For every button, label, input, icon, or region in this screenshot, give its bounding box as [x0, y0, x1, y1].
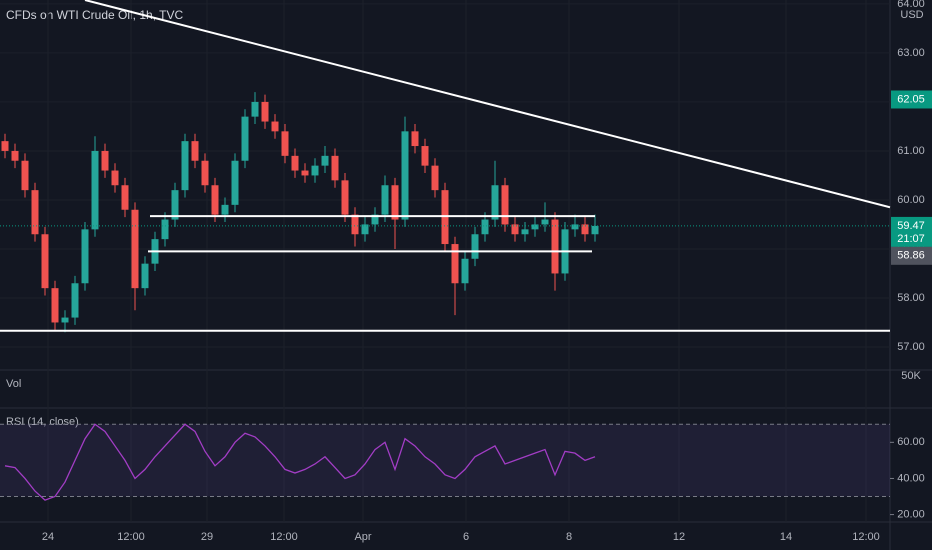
candle-body: [41, 234, 49, 289]
candle-body: [521, 229, 529, 235]
candle-body: [491, 185, 499, 220]
candle-body: [1, 141, 9, 151]
y-tick-label: 60.00: [897, 194, 925, 206]
price-tag-label: 59.47: [897, 220, 925, 232]
rsi-tick-label: 40.00: [897, 472, 925, 484]
candle-body: [331, 155, 339, 181]
candle-body: [321, 155, 329, 166]
candle-body: [231, 160, 239, 205]
candle-body: [161, 219, 169, 240]
candle-body: [281, 131, 289, 156]
x-tick-label: 24: [42, 531, 54, 543]
candle-body: [571, 224, 579, 230]
candle-body: [451, 244, 459, 284]
candle-body: [401, 131, 409, 220]
rsi-label: RSI (14, close): [6, 416, 79, 428]
y-tick-label: 63.00: [897, 47, 925, 59]
x-tick-label: 12: [673, 531, 685, 543]
candle-body: [221, 204, 229, 215]
candle-body: [121, 185, 129, 210]
candle-body: [201, 160, 209, 186]
candle-body: [11, 150, 19, 161]
candle-body: [371, 214, 379, 225]
candle-body: [351, 214, 359, 235]
candle-body: [191, 141, 199, 161]
x-tick-label: Apr: [354, 531, 371, 543]
price-tag: [891, 90, 932, 109]
candle-body: [411, 131, 419, 147]
candle-body: [591, 225, 599, 235]
candle-body: [91, 150, 99, 230]
candle-body: [421, 146, 429, 166]
y-tick-label: 64.00: [897, 0, 925, 10]
candle-body: [251, 101, 259, 117]
candle-body: [531, 224, 539, 230]
candle-body: [291, 155, 299, 171]
price-tag: [891, 216, 932, 247]
price-tag: [891, 246, 932, 265]
x-tick-label: 29: [201, 531, 213, 543]
candle-body: [211, 185, 219, 215]
candle-body: [391, 185, 399, 220]
candle-body: [481, 219, 489, 235]
candle-body: [301, 170, 309, 176]
candle-body: [61, 317, 69, 323]
chart-title: CFDs on WTI Crude Oil, 1h, TVC: [6, 8, 183, 22]
candle-body: [71, 283, 79, 318]
candle-body: [81, 229, 89, 284]
x-tick-label: 12:00: [270, 531, 298, 543]
candle-body: [21, 160, 29, 191]
rsi-tick-label: 60.00: [897, 436, 925, 448]
y-tick-label: 57.00: [897, 341, 925, 353]
candle-body: [581, 224, 589, 235]
candle-body: [431, 165, 439, 191]
candle-body: [141, 263, 149, 289]
candle-body: [31, 190, 39, 235]
candle-body: [471, 234, 479, 259]
x-tick-label: 14: [780, 531, 792, 543]
candle-body: [261, 101, 269, 122]
candle-body: [111, 170, 119, 186]
x-tick-label: 8: [566, 531, 572, 543]
x-tick-label: 12:00: [852, 531, 880, 543]
y-tick-label: 58.00: [897, 292, 925, 304]
rsi-tick-label: 20.00: [897, 508, 925, 520]
candle-body: [101, 150, 109, 171]
candle-body: [461, 258, 469, 284]
candle-body: [381, 185, 389, 215]
candle-body: [131, 209, 139, 289]
rsi-line: [4, 423, 596, 501]
candle-body: [361, 224, 369, 235]
drawing-line: [84, 0, 891, 209]
price-tag-label: 58.86: [897, 250, 925, 262]
price-tag-label: 62.05: [897, 93, 925, 105]
rsi-band: [0, 424, 890, 497]
currency: USD: [900, 9, 923, 21]
candle-body: [171, 190, 179, 220]
candle-body: [551, 219, 559, 274]
x-tick-label: 12:00: [117, 531, 145, 543]
candle-body: [271, 121, 279, 132]
candle-body: [311, 165, 319, 176]
volume-tick-label: 50K: [901, 370, 921, 382]
candle-body: [501, 185, 509, 225]
countdown: 21:07: [897, 233, 925, 245]
y-tick-label: 61.00: [897, 145, 925, 157]
candle-body: [181, 141, 189, 191]
volume-label: Vol: [6, 378, 21, 390]
x-tick-label: 6: [463, 531, 469, 543]
candle-body: [511, 224, 519, 235]
candle-body: [51, 288, 59, 323]
candle-body: [341, 180, 349, 215]
candle-body: [541, 219, 549, 225]
candle-body: [241, 116, 249, 161]
